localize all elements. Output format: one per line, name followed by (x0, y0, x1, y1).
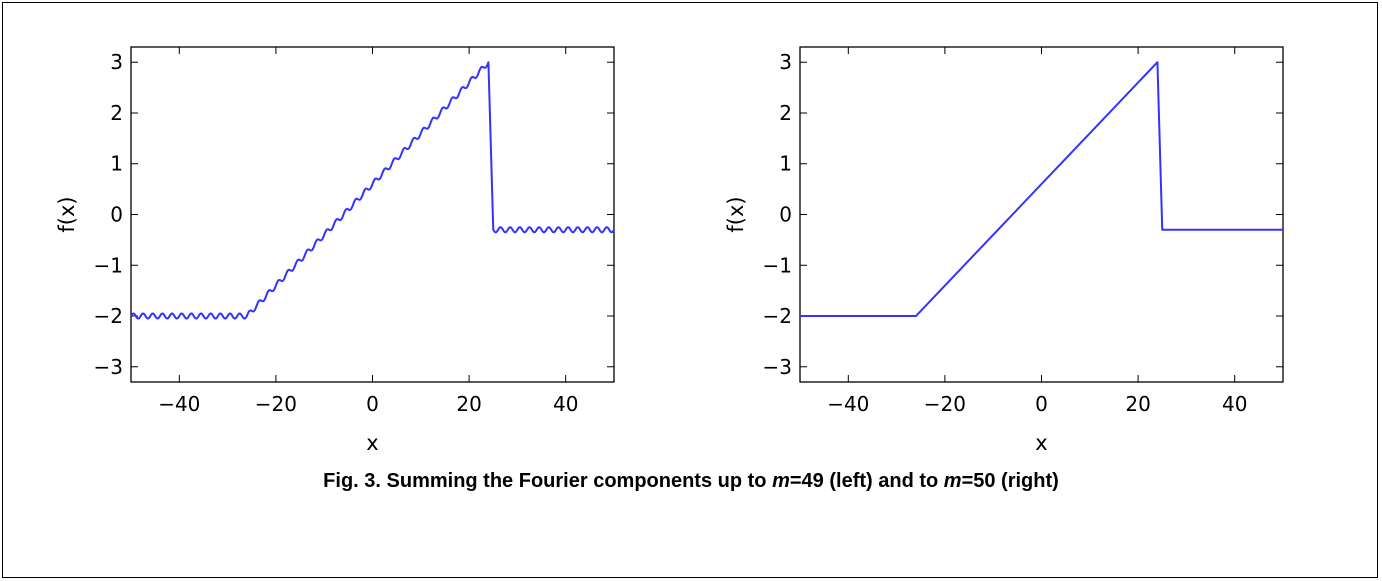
y-tick-label: −1 (94, 253, 123, 277)
x-axis-label: x (366, 431, 378, 455)
chart-left: −40 −20 0 20 40 −3 −2 −1 0 1 2 3 x f(x) (55, 46, 615, 455)
y-tick-label: 3 (779, 50, 792, 74)
y-tick-label: 2 (779, 101, 792, 125)
chart-right: −40 −20 0 20 40 −3 −2 −1 0 1 2 3 x f(x) (724, 46, 1284, 455)
series-line (800, 61, 1283, 318)
caption-text-2: =49 (left) and to (789, 470, 944, 492)
y-tick-label: 1 (779, 152, 792, 176)
x-tick-label: 40 (1222, 392, 1247, 416)
figure-caption: Fig. 3. Summing the Fourier components u… (0, 470, 1382, 493)
plot-frame (799, 46, 1284, 383)
plot-frame (130, 46, 615, 383)
x-tick-label: 20 (456, 392, 481, 416)
y-tick-label: −1 (763, 253, 792, 277)
caption-text-1: Fig. 3. Summing the Fourier components u… (323, 470, 773, 492)
y-axis-label: f(x) (724, 196, 748, 232)
x-tick-label: 40 (553, 392, 578, 416)
y-tick-label: −3 (94, 355, 123, 379)
caption-text-3: =50 (right) (961, 470, 1059, 492)
x-tick-label: 20 (1125, 392, 1150, 416)
y-tick-label: 0 (110, 203, 123, 227)
caption-var-m-1: m (772, 470, 790, 492)
x-tick-label: −20 (924, 392, 966, 416)
y-tick-label: 2 (110, 101, 123, 125)
x-tick-label: 0 (1035, 392, 1048, 416)
x-tick-label: −40 (158, 392, 200, 416)
x-axis-label: x (1035, 431, 1047, 455)
caption-var-m-2: m (943, 470, 962, 492)
y-tick-label: −2 (763, 304, 792, 328)
x-tick-label: −40 (827, 392, 869, 416)
y-axis-label: f(x) (55, 196, 79, 232)
y-tick-label: 3 (110, 50, 123, 74)
x-tick-label: −20 (255, 392, 297, 416)
y-tick-label: −3 (763, 355, 792, 379)
series-line (130, 61, 615, 320)
y-tick-label: 1 (110, 152, 123, 176)
y-tick-label: −2 (94, 304, 123, 328)
y-tick-label: 0 (779, 203, 792, 227)
x-tick-label: 0 (366, 392, 379, 416)
